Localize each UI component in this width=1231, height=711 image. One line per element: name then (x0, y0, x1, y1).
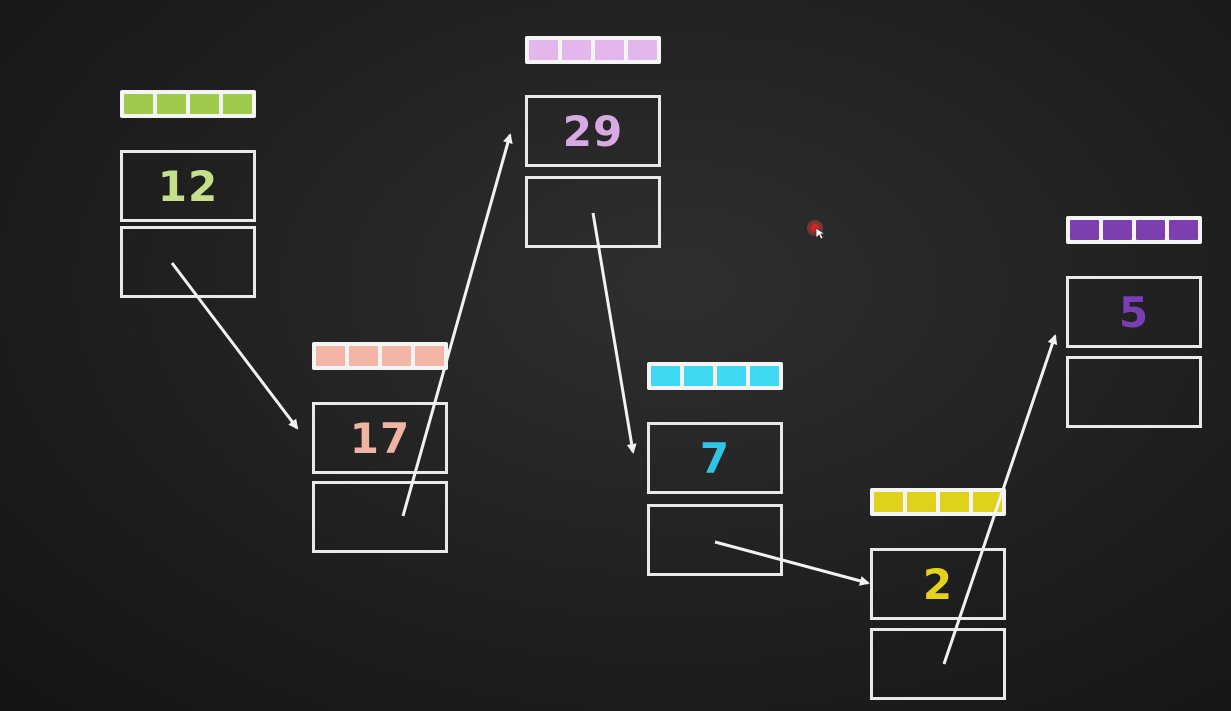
address-cell (651, 366, 680, 386)
address-cell (1169, 220, 1198, 240)
value-box: 12 (120, 150, 256, 222)
address-cell (529, 40, 558, 60)
address-cell (316, 346, 345, 366)
value-box: 17 (312, 402, 448, 474)
address-bar (870, 488, 1006, 516)
next-pointer-box (312, 481, 448, 553)
address-cell (717, 366, 746, 386)
address-cell (124, 94, 153, 114)
address-cell (874, 492, 903, 512)
node-5: 5 (1066, 216, 1202, 430)
node-value: 7 (699, 433, 731, 483)
address-cell (1070, 220, 1099, 240)
value-box: 2 (870, 548, 1006, 620)
node-value: 17 (349, 413, 411, 463)
address-bar (312, 342, 448, 370)
node-12: 12 (120, 90, 256, 300)
next-pointer-box (647, 504, 783, 576)
node-2: 2 (870, 488, 1006, 702)
address-cell (750, 366, 779, 386)
address-cell (1103, 220, 1132, 240)
address-cell (562, 40, 591, 60)
address-bar (1066, 216, 1202, 244)
address-cell (907, 492, 936, 512)
address-cell (595, 40, 624, 60)
next-pointer-box (525, 176, 661, 248)
address-cell (940, 492, 969, 512)
address-bar (525, 36, 661, 64)
node-17: 17 (312, 342, 448, 554)
address-cell (1136, 220, 1165, 240)
address-cell (382, 346, 411, 366)
address-cell (157, 94, 186, 114)
next-pointer-box (120, 226, 256, 298)
address-cell (349, 346, 378, 366)
address-cell (684, 366, 713, 386)
node-29: 29 (525, 36, 661, 250)
next-pointer-box (1066, 356, 1202, 428)
address-cell (190, 94, 219, 114)
address-cell (415, 346, 444, 366)
node-value: 5 (1118, 287, 1150, 337)
next-pointer-box (870, 628, 1006, 700)
node-value: 29 (562, 106, 624, 156)
address-cell (628, 40, 657, 60)
address-bar (120, 90, 256, 118)
value-box: 7 (647, 422, 783, 494)
address-cell (223, 94, 252, 114)
value-box: 29 (525, 95, 661, 167)
mouse-cursor-icon (807, 220, 827, 240)
node-7: 7 (647, 362, 783, 578)
node-value: 2 (922, 559, 954, 609)
address-cell (973, 492, 1002, 512)
node-value: 12 (157, 161, 219, 211)
value-box: 5 (1066, 276, 1202, 348)
address-bar (647, 362, 783, 390)
